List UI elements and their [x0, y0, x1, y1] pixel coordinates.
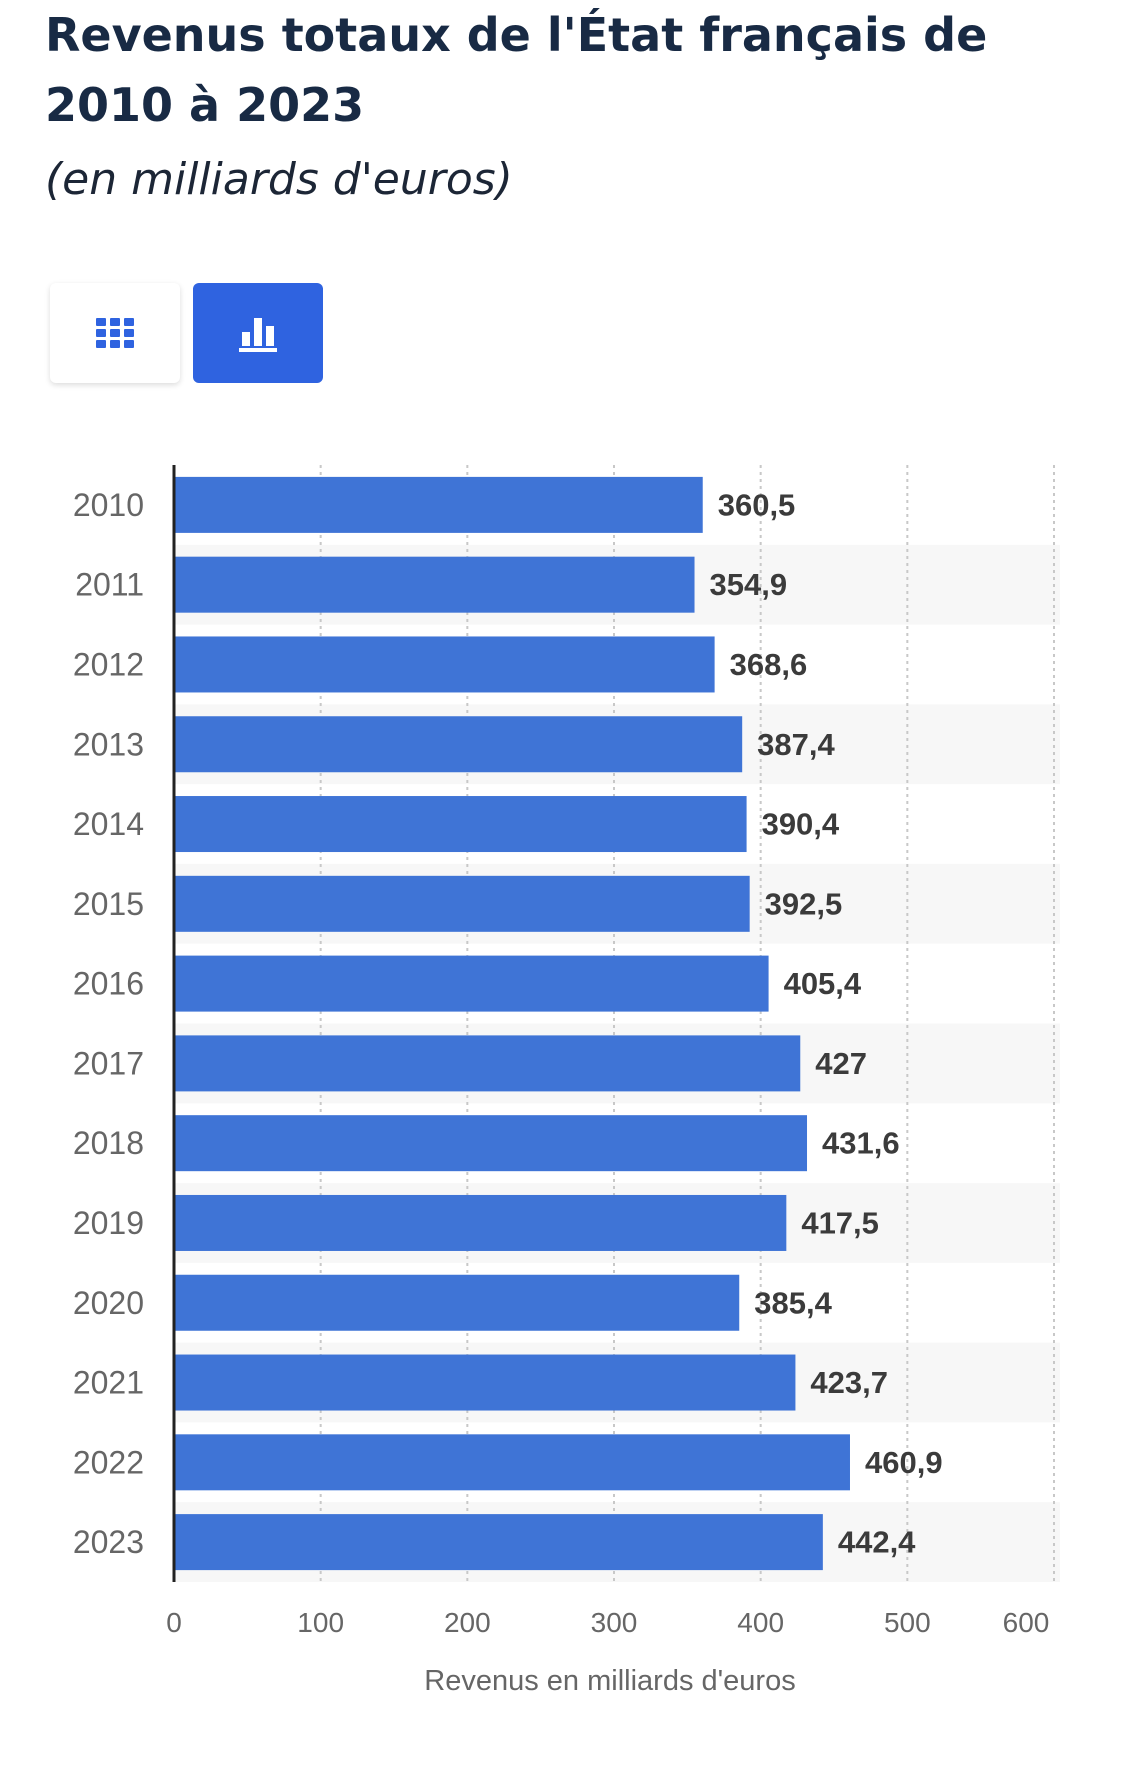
data-label: 368,6: [730, 647, 808, 682]
data-label: 387,4: [757, 727, 835, 762]
bar[interactable]: [174, 476, 703, 533]
x-tick-label: 200: [444, 1607, 491, 1638]
data-label: 390,4: [762, 807, 840, 842]
chart-subtitle: (en milliards d'euros): [45, 154, 513, 205]
bar[interactable]: [174, 1274, 740, 1331]
bar[interactable]: [174, 1035, 801, 1092]
y-tick-label: 2023: [73, 1524, 144, 1560]
data-label: 431,6: [822, 1126, 900, 1161]
bar[interactable]: [174, 1434, 850, 1491]
y-tick-label: 2013: [73, 726, 144, 762]
data-label: 442,4: [838, 1525, 916, 1560]
x-tick-label: 600: [1003, 1607, 1050, 1638]
y-tick-label: 2022: [73, 1444, 144, 1480]
y-tick-label: 2017: [73, 1045, 144, 1081]
bar[interactable]: [174, 1115, 808, 1172]
x-axis-title: Revenus en milliards d'euros: [424, 1665, 795, 1697]
chart-title: Revenus totaux de l'État français de 201…: [45, 8, 988, 132]
data-label: 423,7: [810, 1365, 888, 1400]
bar[interactable]: [174, 636, 715, 693]
data-label: 360,5: [718, 487, 796, 522]
data-label: 354,9: [710, 567, 788, 602]
bar[interactable]: [174, 955, 769, 1012]
y-tick-label: 2011: [75, 567, 144, 603]
bar[interactable]: [174, 796, 747, 853]
chart-view-button[interactable]: [193, 283, 323, 383]
x-tick-label: 500: [884, 1607, 931, 1638]
y-tick-label: 2014: [73, 806, 144, 842]
y-tick-label: 2020: [73, 1285, 144, 1321]
x-tick-label: 100: [297, 1607, 344, 1638]
bar[interactable]: [174, 556, 695, 613]
y-tick-label: 2012: [73, 646, 144, 682]
data-label: 417,5: [801, 1205, 879, 1240]
bar[interactable]: [174, 875, 750, 932]
bar[interactable]: [174, 1194, 787, 1251]
x-tick-label: 300: [591, 1607, 638, 1638]
y-tick-label: 2015: [73, 886, 144, 922]
data-label: 392,5: [765, 886, 843, 921]
data-label: 385,4: [754, 1285, 832, 1320]
y-tick-label: 2010: [73, 487, 144, 523]
data-label: 427: [815, 1046, 867, 1081]
table-view-button[interactable]: [50, 283, 180, 383]
data-label: 460,9: [865, 1445, 943, 1480]
x-tick-label: 400: [737, 1607, 784, 1638]
y-tick-label: 2019: [73, 1205, 144, 1241]
bar[interactable]: [174, 1514, 823, 1571]
y-tick-label: 2016: [73, 966, 144, 1002]
bar[interactable]: [174, 1354, 796, 1411]
x-tick-label: 0: [166, 1607, 182, 1638]
bar-chart-icon: [239, 318, 277, 352]
data-label: 405,4: [784, 966, 862, 1001]
y-tick-label: 2018: [73, 1125, 144, 1161]
y-tick-label: 2021: [73, 1365, 144, 1401]
table-grid-icon: [96, 318, 134, 348]
bar[interactable]: [174, 716, 743, 773]
